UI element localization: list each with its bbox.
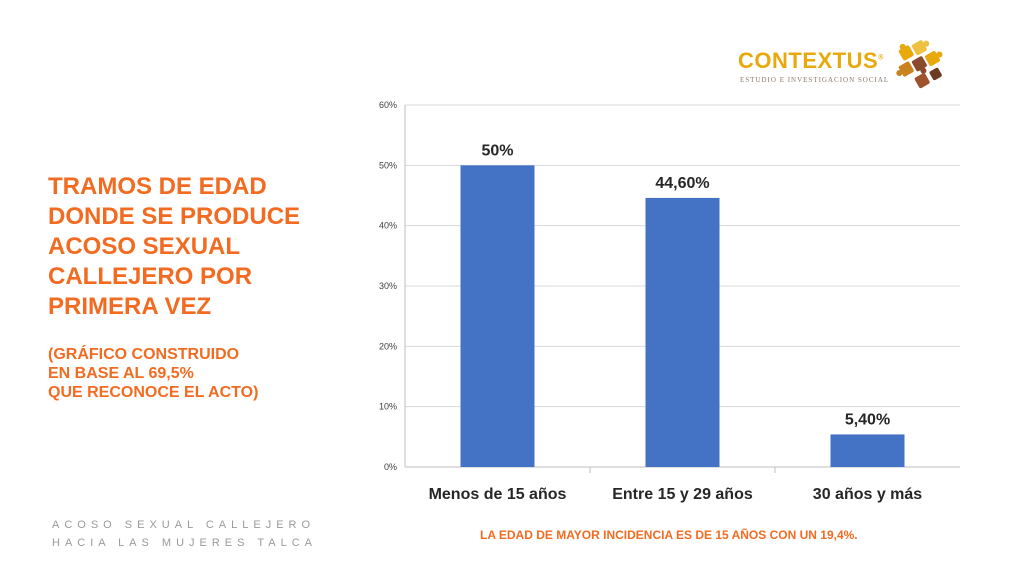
data-label: 5,40% <box>845 411 890 428</box>
title-line: TRAMOS DE EDAD <box>48 173 267 200</box>
logo-word: CONTEXTUS <box>738 48 879 73</box>
y-tick-label: 10% <box>379 402 397 412</box>
slide-subtitle: (GRÁFICO CONSTRUIDO EN BASE AL 69,5% QUE… <box>48 345 348 402</box>
footer-caption: ACOSO SEXUAL CALLEJERO HACIA LAS MUJERES… <box>52 516 317 552</box>
subtitle-line: (GRÁFICO CONSTRUIDO <box>48 346 240 363</box>
bar <box>460 165 535 468</box>
footer-caption-line: HACIA LAS MUJERES TALCA <box>52 537 317 549</box>
slide-title: TRAMOS DE EDAD DONDE SE PRODUCE ACOSO SE… <box>48 172 348 322</box>
logo-tagline: ESTUDIO E INVESTIGACION SOCIAL <box>740 76 890 84</box>
y-tick-label: 30% <box>379 281 397 291</box>
subtitle-line: EN BASE AL 69,5% <box>48 365 194 382</box>
logo-wordmark: CONTEXTUS® <box>738 48 884 74</box>
data-label: 44,60% <box>655 175 709 192</box>
y-tick-label: 20% <box>379 341 397 351</box>
footer-note: LA EDAD DE MAYOR INCIDENCIA ES DE 15 AÑO… <box>480 528 858 542</box>
x-tick-label: 30 años y más <box>813 486 923 503</box>
logo-registered-mark: ® <box>878 54 884 62</box>
x-tick-label: Menos de 15 años <box>429 486 567 503</box>
y-tick-label: 50% <box>379 160 397 170</box>
puzzle-pieces-icon <box>896 40 943 89</box>
data-label: 50% <box>481 142 513 159</box>
title-line: PRIMERA VEZ <box>48 293 212 320</box>
y-tick-label: 60% <box>379 100 397 110</box>
title-line: DONDE SE PRODUCE <box>48 203 301 230</box>
subtitle-line: QUE RECONOCE EL ACTO) <box>48 384 259 401</box>
title-line: CALLEJERO POR <box>48 263 253 290</box>
contextus-logo: CONTEXTUS® ESTUDIO E INVESTIGACION SOCIA… <box>738 34 958 94</box>
y-tick-label: 0% <box>384 462 397 472</box>
x-tick-label: Entre 15 y 29 años <box>612 486 753 503</box>
y-tick-label: 40% <box>379 221 397 231</box>
title-line: ACOSO SEXUAL <box>48 233 241 260</box>
bar <box>645 197 720 467</box>
bar <box>830 434 905 467</box>
footer-caption-line: ACOSO SEXUAL CALLEJERO <box>52 519 316 531</box>
